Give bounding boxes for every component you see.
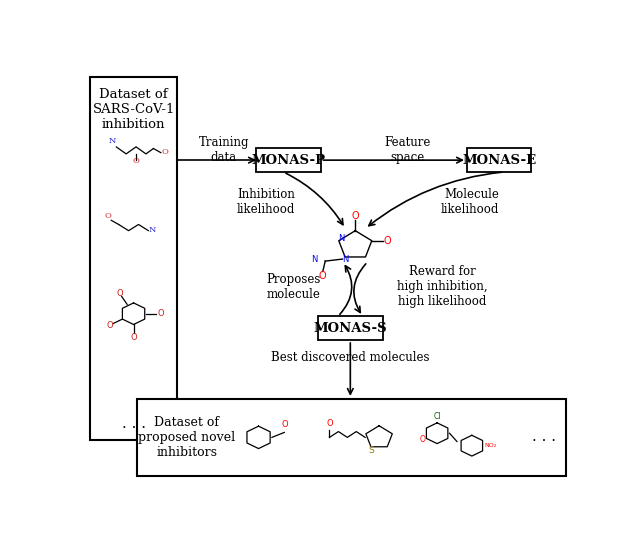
Text: N: N — [338, 234, 344, 243]
Text: O: O — [116, 289, 123, 298]
Text: MONAS-S: MONAS-S — [314, 322, 387, 335]
Text: N: N — [109, 137, 116, 144]
Text: . . .: . . . — [122, 417, 145, 431]
Text: O: O — [326, 419, 333, 428]
Text: MONAS-P: MONAS-P — [252, 154, 325, 167]
Text: O: O — [351, 211, 359, 221]
Text: N: N — [148, 226, 156, 234]
Text: Reward for
high inhibition,
high likelihood: Reward for high inhibition, high likelih… — [397, 265, 488, 308]
Text: Proposes
molecule: Proposes molecule — [266, 273, 321, 301]
Text: Feature
space: Feature space — [384, 136, 431, 164]
Text: Inhibition
likelihood: Inhibition likelihood — [237, 189, 295, 217]
Text: Best discovered molecules: Best discovered molecules — [271, 351, 429, 364]
Text: NO₂: NO₂ — [484, 443, 497, 448]
Text: N: N — [342, 254, 348, 264]
Text: . . .: . . . — [532, 430, 556, 444]
Text: Dataset of
SARS-CoV-1
inhibition: Dataset of SARS-CoV-1 inhibition — [92, 87, 175, 130]
Text: O: O — [157, 309, 164, 318]
Text: O: O — [106, 321, 113, 330]
Text: O: O — [104, 212, 111, 220]
Bar — [467, 148, 531, 172]
Text: Molecule
likelihood: Molecule likelihood — [441, 189, 499, 217]
Text: O: O — [161, 148, 168, 156]
Bar — [318, 316, 383, 340]
Text: O: O — [132, 157, 140, 165]
Text: MONAS-E: MONAS-E — [462, 154, 536, 167]
Text: O: O — [131, 333, 137, 342]
Text: S: S — [368, 446, 374, 455]
Bar — [90, 77, 177, 440]
Text: N: N — [311, 254, 317, 264]
Text: O: O — [419, 434, 425, 444]
Text: Cl: Cl — [433, 412, 441, 421]
Text: O: O — [281, 420, 287, 430]
Text: O: O — [384, 236, 392, 246]
Text: O: O — [319, 272, 326, 281]
Bar — [137, 399, 566, 475]
Bar — [256, 148, 321, 172]
Text: Dataset of
proposed novel
inhibitors: Dataset of proposed novel inhibitors — [138, 416, 236, 459]
Text: Training
data: Training data — [198, 136, 249, 164]
